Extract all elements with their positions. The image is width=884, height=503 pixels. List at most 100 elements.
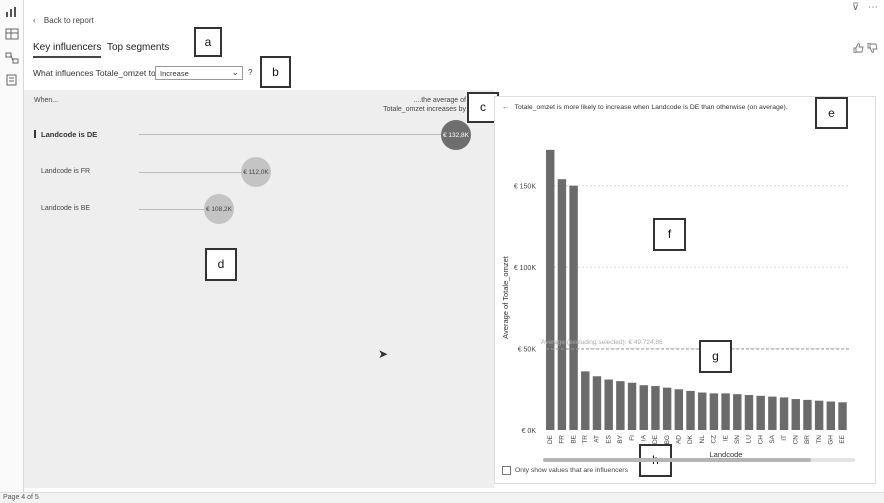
y-tick-label: € 0K (522, 428, 537, 435)
bar[interactable] (686, 390, 695, 430)
annotation-b: b (260, 56, 291, 88)
x-tick-label: FR (559, 435, 566, 444)
x-tick-label: ES (605, 434, 612, 443)
bar[interactable] (651, 386, 660, 430)
x-tick-label: NL (699, 435, 706, 444)
thumbs-up-icon[interactable] (853, 43, 864, 56)
bar[interactable] (733, 394, 742, 430)
influencer-fr-line (139, 172, 241, 173)
x-tick-label: BR (804, 435, 811, 444)
x-tick-label: IA (640, 434, 647, 441)
horizontal-scrollbar[interactable] (543, 458, 855, 462)
influencer-de-bubble[interactable]: € 132,8K (441, 120, 471, 150)
bar[interactable] (616, 381, 625, 430)
bar[interactable] (803, 399, 812, 430)
influencer-be-line (139, 209, 204, 210)
thumbs-down-icon[interactable] (867, 42, 878, 56)
back-to-report-link[interactable]: ‹ Back to report (33, 16, 94, 25)
x-tick-label: FI (629, 435, 636, 441)
bar[interactable] (721, 393, 730, 430)
y-tick-label: € 100K (514, 265, 537, 272)
explanation-text: Totale_omzet is more likely to increase … (514, 104, 788, 111)
influencer-fr[interactable]: Landcode is FR (41, 168, 91, 175)
influencers-only-checkbox[interactable] (502, 466, 511, 475)
annotation-a: a (194, 27, 222, 57)
x-tick-label: AT (594, 435, 601, 443)
scrollbar-thumb[interactable] (543, 458, 811, 462)
bar[interactable] (756, 395, 765, 430)
question-label: What influences Totale_omzet to (33, 68, 156, 78)
tab-key-influencers[interactable]: Key influencers (33, 42, 102, 58)
influencers-only-label: Only show values that are influencers (515, 467, 628, 474)
bar[interactable] (826, 401, 836, 431)
influencers-panel (24, 90, 494, 488)
annotation-d: d (205, 248, 237, 281)
x-tick-label: TR (582, 435, 589, 444)
mouse-cursor-icon: ➤ (378, 347, 389, 361)
bar[interactable] (662, 387, 672, 430)
x-tick-label: DE (547, 434, 554, 444)
bar[interactable] (744, 394, 754, 430)
dropdown-value: Increase (160, 69, 189, 78)
x-tick-label: CN (792, 435, 799, 445)
bar[interactable] (592, 376, 602, 430)
detail-panel (494, 96, 876, 484)
bar[interactable] (698, 392, 707, 430)
influencer-de-line (139, 134, 441, 135)
page-indicator: Page 4 of 5 (3, 494, 39, 501)
annotation-c: c (467, 92, 499, 123)
x-tick-label: BY (617, 434, 624, 443)
bar[interactable] (604, 379, 613, 430)
annotation-g: g (699, 340, 732, 373)
influence-direction-dropdown[interactable]: Increase ⌄ (155, 66, 243, 80)
dax-query-icon[interactable] (5, 74, 19, 86)
bar[interactable] (814, 400, 824, 430)
help-icon[interactable]: ? (248, 68, 253, 77)
bar[interactable] (546, 149, 555, 430)
bar[interactable] (779, 397, 789, 430)
x-tick-label: CH (757, 435, 764, 445)
bar[interactable] (674, 389, 684, 430)
top-right-icons: ⊽ ⋯ (852, 2, 878, 13)
influencer-be[interactable]: Landcode is BE (41, 205, 91, 212)
bar[interactable] (627, 382, 637, 430)
back-label: Back to report (43, 16, 94, 25)
tab-top-segments[interactable]: Top segments (107, 42, 170, 53)
x-tick-label: SN (734, 435, 741, 444)
x-tick-label: BE (570, 434, 577, 443)
x-tick-label: GH (828, 435, 835, 445)
average-increase-header: ....the average of Totale_omzet increase… (366, 96, 466, 114)
back-arrow-icon: ‹ (33, 16, 36, 25)
influencer-de[interactable]: Landcode is DE (41, 130, 98, 139)
x-axis-label: Landcode (710, 450, 743, 459)
bar[interactable] (581, 371, 590, 430)
bar[interactable] (639, 385, 648, 430)
report-icon[interactable] (5, 6, 19, 18)
selected-indicator (34, 130, 36, 138)
bar[interactable] (791, 399, 800, 430)
x-tick-label: LU (746, 435, 753, 444)
bar[interactable] (838, 402, 847, 430)
influencer-fr-bubble[interactable]: € 112,0K (241, 157, 271, 187)
x-tick-label: BG (664, 435, 671, 444)
chevron-down-icon: ⌄ (231, 67, 239, 77)
x-tick-label: AD (676, 435, 683, 444)
annotation-f: f (653, 218, 686, 251)
arrow-left-icon: ← (502, 104, 509, 111)
bar[interactable] (709, 393, 719, 430)
table-icon[interactable] (5, 28, 19, 40)
bar[interactable] (569, 185, 578, 430)
status-bar: Page 4 of 5 (0, 492, 884, 503)
model-icon[interactable] (5, 52, 19, 64)
y-axis-label: Average of Totale_omzet (501, 255, 510, 339)
influencer-be-bubble[interactable]: € 108,2K (204, 194, 234, 224)
x-tick-label: EE (839, 434, 846, 443)
annotation-e: e (815, 97, 848, 129)
filter-icon[interactable]: ⊽ (851, 2, 860, 13)
y-tick-label: € 150K (514, 184, 537, 191)
when-header: When... (34, 97, 59, 104)
bar[interactable] (557, 179, 567, 430)
x-tick-label: DE (652, 434, 659, 444)
bar[interactable] (768, 396, 777, 430)
more-options-icon[interactable]: ⋯ (868, 2, 878, 13)
